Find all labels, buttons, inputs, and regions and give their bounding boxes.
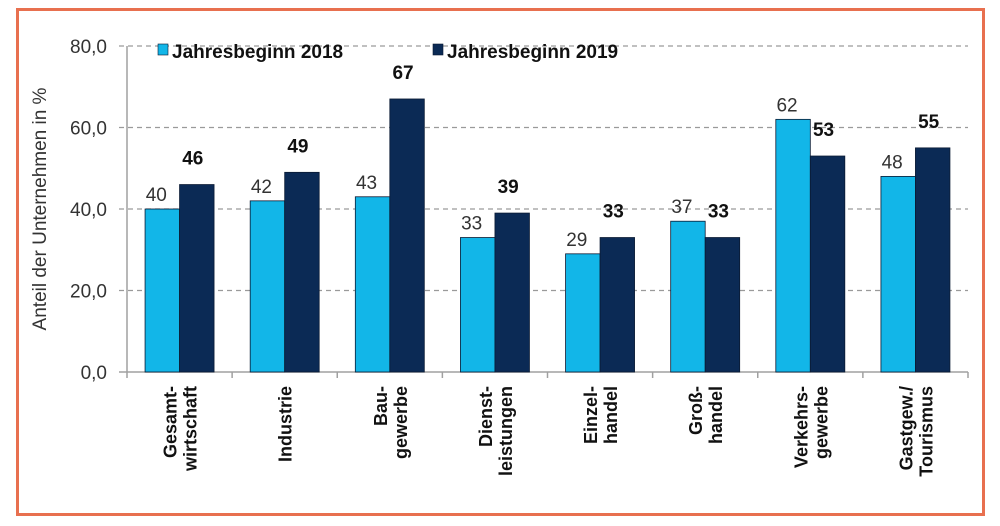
data-label-2018: 42	[251, 177, 272, 198]
data-label-2019: 55	[918, 112, 940, 133]
data-label-2018: 48	[882, 152, 903, 173]
data-label-2018: 33	[461, 214, 482, 235]
category-label: handel	[706, 386, 726, 444]
bar-2019	[494, 212, 530, 373]
bar-2018	[144, 208, 180, 373]
legend-swatch-2019	[432, 43, 444, 56]
category-label: Dienst-	[476, 386, 496, 447]
data-label-2018: 43	[356, 173, 377, 194]
data-label-2019: 67	[392, 63, 413, 84]
bar-2019	[179, 184, 215, 373]
bar-2018	[460, 237, 496, 373]
y-tick-label: 60,0	[70, 119, 107, 140]
data-label-2018: 37	[671, 197, 692, 218]
data-label-2019: 33	[708, 202, 729, 223]
category-label: Einzel-	[581, 386, 601, 444]
bar-2018	[670, 220, 706, 373]
category-label: wirtschaft	[181, 386, 201, 472]
bar-2018	[880, 175, 916, 373]
category-label: handel	[601, 386, 621, 444]
legend-label-2018: Jahresbeginn 2018	[172, 42, 343, 63]
bar-2019	[915, 147, 951, 373]
bar-2019	[284, 171, 320, 373]
category-label: gewerbe	[391, 386, 411, 459]
data-label-2019: 33	[603, 202, 624, 223]
data-label-2019: 46	[182, 149, 203, 170]
y-axis-label: Anteil der Unternehmen in %	[30, 87, 51, 330]
data-label-2018: 40	[146, 185, 167, 206]
bar-2018	[249, 200, 286, 373]
legend-swatch-2018	[157, 43, 169, 56]
bar-2019	[389, 98, 425, 373]
y-tick-label: 20,0	[70, 282, 107, 303]
category-label: Industrie	[276, 386, 296, 462]
data-label-2019: 49	[287, 136, 308, 157]
category-label: Verkehrs-	[791, 386, 811, 468]
data-label-2019: 53	[813, 120, 834, 141]
data-label-2018: 62	[776, 95, 797, 116]
y-tick-label: 40,0	[70, 200, 107, 221]
bar-2019	[599, 237, 635, 373]
category-label: Tourismus	[916, 386, 936, 477]
bar-2018	[565, 253, 601, 373]
category-label: leistungen	[496, 386, 516, 476]
category-label: Bau-	[371, 386, 391, 426]
bar-2018	[775, 118, 811, 373]
category-label: Groß-	[686, 386, 706, 435]
data-label-2018: 29	[566, 230, 587, 251]
category-label: Gastgew./	[896, 386, 916, 470]
bar-2018	[354, 196, 391, 373]
y-tick-label: 0,0	[81, 363, 107, 384]
y-tick-label: 80,0	[70, 37, 107, 58]
bar-2019	[809, 155, 846, 373]
bar-2019	[704, 237, 741, 373]
category-label: gewerbe	[811, 386, 831, 459]
data-label-2019: 39	[498, 177, 519, 198]
category-label: Gesamt-	[161, 386, 181, 458]
legend-label-2019: Jahresbeginn 2019	[447, 42, 618, 63]
